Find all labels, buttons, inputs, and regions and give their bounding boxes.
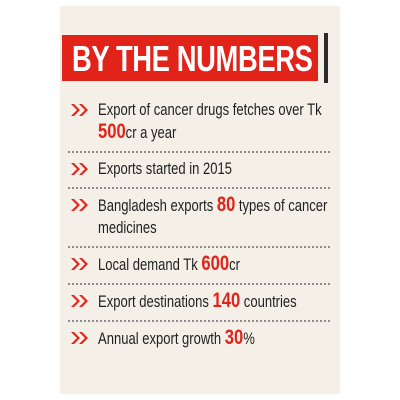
header-band: BY THE NUMBERS: [62, 35, 318, 81]
text-run: Export destinations: [98, 293, 213, 311]
item-text: Export destinations 140 countries: [98, 290, 329, 313]
text-run: Export of cancer drugs fetches over Tk: [98, 101, 322, 119]
item: Local demand Tk 600cr: [68, 248, 330, 285]
highlight-number: 500: [98, 120, 126, 143]
text-run: Exports started in 2015: [98, 160, 233, 178]
arrow-icon: [70, 257, 90, 276]
arrow-icon: [70, 331, 90, 350]
text-run: countries: [240, 293, 297, 311]
item-list: Export of cancer drugs fetches over Tk 5…: [68, 94, 330, 357]
arrow-icon: [70, 103, 90, 122]
arrow-icon: [70, 198, 90, 217]
chevrons: [71, 163, 88, 175]
arrow-icon: [70, 162, 90, 181]
item-text: Annual export growth 30%: [98, 327, 329, 350]
text-run: %: [243, 330, 255, 348]
text-run: Annual export growth: [98, 330, 225, 348]
item: Export destinations 140 countries: [68, 285, 330, 322]
chevrons: [71, 258, 88, 270]
item: Bangladesh exports 80 types of cancer me…: [68, 189, 330, 248]
header-accent: [324, 33, 328, 83]
item-text: Bangladesh exports 80 types of cancer me…: [98, 194, 329, 239]
text-run: cr: [229, 256, 240, 274]
highlight-number: 80: [216, 193, 236, 216]
item: Annual export growth 30%: [68, 322, 330, 357]
arrow-icon: [70, 294, 90, 313]
chevrons: [71, 199, 88, 211]
text-run: Local demand Tk: [98, 256, 202, 274]
chevrons: [71, 104, 88, 116]
item: Export of cancer drugs fetches over Tk 5…: [68, 94, 330, 153]
info-card: BY THE NUMBERS Export of cancer drugs fe…: [60, 6, 340, 394]
item: Exports started in 2015: [68, 153, 330, 189]
item-text: Export of cancer drugs fetches over Tk 5…: [98, 99, 329, 144]
header-title: BY THE NUMBERS: [72, 38, 313, 79]
highlight-number: 30: [224, 326, 244, 349]
highlight-number: 140: [212, 289, 241, 312]
text-run: Bangladesh exports: [98, 197, 217, 215]
item-text: Local demand Tk 600cr: [98, 253, 329, 276]
text-run: types of cancer medicines: [98, 197, 328, 237]
highlight-number: 600: [201, 252, 230, 275]
chevrons: [71, 295, 88, 307]
item-text: Exports started in 2015: [98, 158, 329, 180]
chevrons: [71, 332, 88, 344]
text-run: cr a year: [125, 124, 177, 142]
